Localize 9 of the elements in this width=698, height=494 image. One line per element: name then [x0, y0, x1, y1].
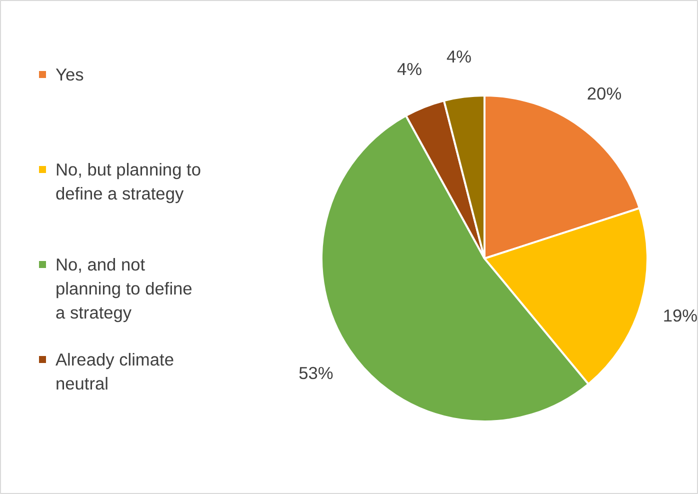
legend-label: Already climate neutral: [56, 350, 174, 394]
data-label: 20%: [586, 84, 622, 104]
legend-label: Yes: [56, 64, 84, 84]
data-label: 4%: [446, 46, 472, 66]
data-label: 19%: [662, 305, 698, 326]
legend-label: No, and not planning to define a strategy: [56, 254, 192, 322]
legend-label: No, but planning to define a strategy: [56, 160, 201, 204]
data-label: 4%: [396, 59, 422, 80]
data-label: 53%: [298, 363, 334, 384]
